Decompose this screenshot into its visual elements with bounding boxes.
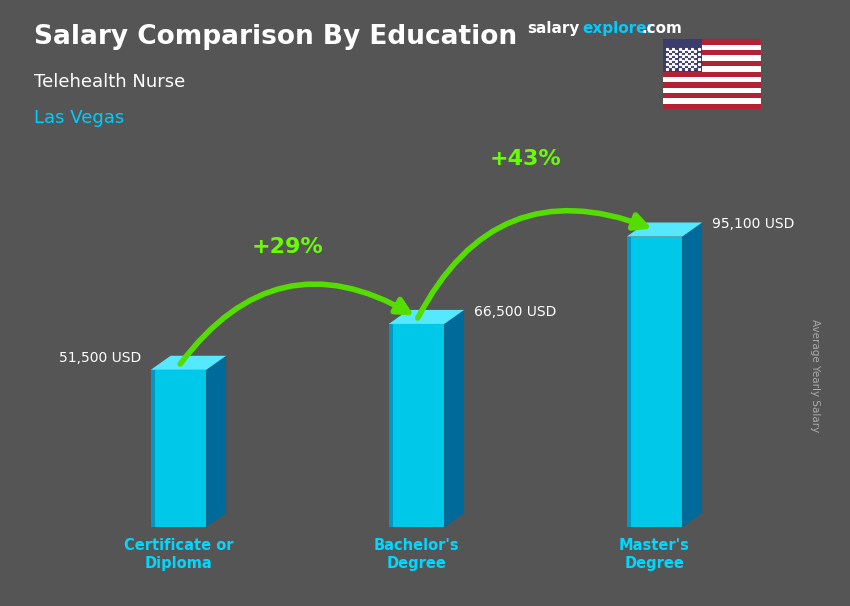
Text: Telehealth Nurse: Telehealth Nurse [34, 73, 185, 91]
Bar [626, 236, 683, 527]
Text: .com: .com [642, 21, 683, 36]
Polygon shape [207, 356, 226, 527]
Text: Salary Comparison By Education: Salary Comparison By Education [34, 24, 517, 50]
Text: 95,100 USD: 95,100 USD [712, 218, 795, 231]
Bar [663, 104, 761, 109]
Bar [663, 39, 702, 72]
Bar [388, 324, 445, 527]
Polygon shape [683, 222, 702, 527]
Bar [663, 82, 761, 88]
Bar [663, 61, 761, 66]
Bar [150, 370, 156, 527]
Bar [663, 39, 761, 45]
Text: 66,500 USD: 66,500 USD [474, 305, 557, 319]
Bar [388, 324, 394, 527]
Bar [150, 370, 207, 527]
Polygon shape [445, 310, 464, 527]
Polygon shape [150, 356, 226, 370]
Bar [663, 77, 761, 82]
Text: explorer: explorer [582, 21, 654, 36]
Bar [626, 236, 632, 527]
Text: Average Yearly Salary: Average Yearly Salary [810, 319, 820, 432]
Text: Las Vegas: Las Vegas [34, 109, 124, 127]
Bar [663, 88, 761, 93]
Text: 51,500 USD: 51,500 USD [59, 350, 141, 365]
Bar [663, 98, 761, 104]
Text: +43%: +43% [490, 149, 562, 169]
Bar [663, 93, 761, 98]
Text: salary: salary [527, 21, 580, 36]
Bar [663, 45, 761, 50]
Text: +29%: +29% [252, 237, 324, 257]
Bar [663, 50, 761, 56]
Bar [663, 72, 761, 77]
Bar [663, 66, 761, 72]
Polygon shape [388, 310, 464, 324]
Bar [663, 56, 761, 61]
Polygon shape [626, 222, 702, 236]
